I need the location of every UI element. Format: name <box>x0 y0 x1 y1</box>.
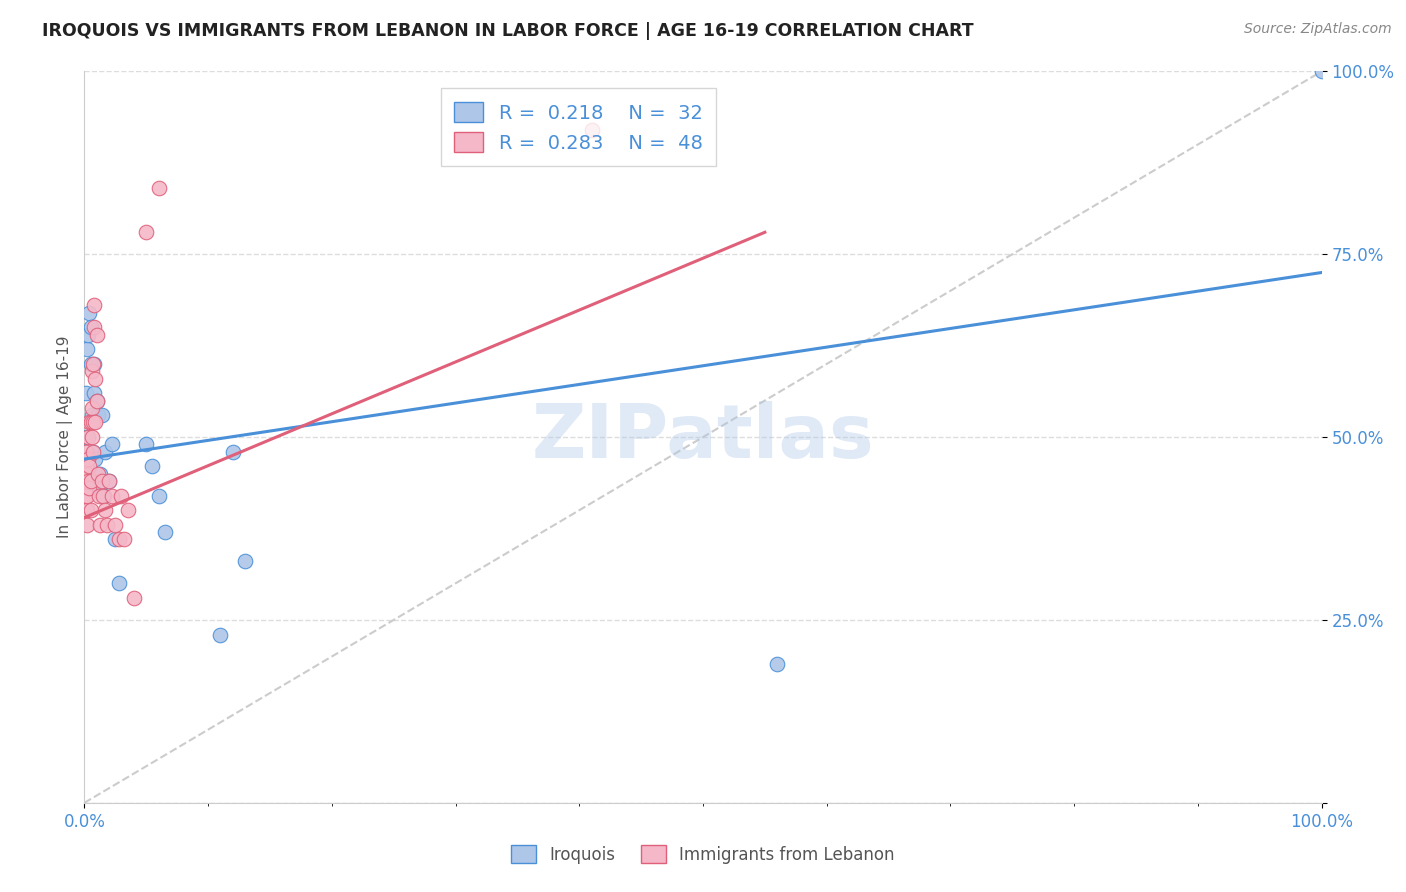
Point <box>153 525 176 540</box>
Point <box>80 430 103 444</box>
Point <box>76 517 98 532</box>
Point <box>110 489 132 503</box>
Point <box>135 437 157 451</box>
Point <box>141 459 163 474</box>
Point <box>75 444 97 458</box>
Point <box>84 371 107 385</box>
Point <box>75 489 97 503</box>
Point <box>581 123 603 137</box>
Point <box>104 533 127 547</box>
Text: ZIPatlas: ZIPatlas <box>531 401 875 474</box>
Point <box>79 503 101 517</box>
Point <box>100 437 122 451</box>
Point <box>98 474 121 488</box>
Point <box>82 444 104 458</box>
Point <box>79 481 101 495</box>
Point <box>76 503 98 517</box>
Point <box>108 533 131 547</box>
Point <box>86 393 108 408</box>
Point <box>108 576 131 591</box>
Point <box>91 489 114 503</box>
Point <box>122 591 145 605</box>
Point <box>82 357 104 371</box>
Point <box>83 386 105 401</box>
Point <box>100 489 122 503</box>
Point <box>209 627 232 641</box>
Point <box>86 393 108 408</box>
Point <box>79 474 101 488</box>
Legend: Iroquois, Immigrants from Lebanon: Iroquois, Immigrants from Lebanon <box>505 838 901 871</box>
Point <box>75 503 97 517</box>
Point <box>112 533 135 547</box>
Point <box>84 416 107 430</box>
Point <box>148 181 170 195</box>
Point <box>77 430 100 444</box>
Point <box>75 459 97 474</box>
Point <box>82 444 104 458</box>
Point <box>233 554 256 568</box>
Point <box>79 320 101 334</box>
Point <box>80 408 103 422</box>
Point <box>87 467 110 481</box>
Point <box>89 481 111 495</box>
Point <box>94 503 117 517</box>
Point <box>148 489 170 503</box>
Point <box>96 517 118 532</box>
Point <box>76 343 98 357</box>
Point <box>766 657 789 671</box>
Point <box>1310 64 1333 78</box>
Point <box>83 357 105 371</box>
Point <box>77 474 100 488</box>
Point <box>135 225 157 239</box>
Point <box>117 503 139 517</box>
Point <box>222 444 245 458</box>
Point <box>94 444 117 458</box>
Point <box>80 364 103 378</box>
Point <box>79 416 101 430</box>
Point <box>84 452 107 467</box>
Point <box>77 327 100 342</box>
Point <box>79 306 101 320</box>
Point <box>79 416 101 430</box>
Point <box>86 327 108 342</box>
Point <box>75 430 97 444</box>
Text: IROQUOIS VS IMMIGRANTS FROM LEBANON IN LABOR FORCE | AGE 16-19 CORRELATION CHART: IROQUOIS VS IMMIGRANTS FROM LEBANON IN L… <box>42 22 974 40</box>
Point <box>83 298 105 312</box>
Point <box>83 320 105 334</box>
Point <box>104 517 127 532</box>
Y-axis label: In Labor Force | Age 16-19: In Labor Force | Age 16-19 <box>58 335 73 539</box>
Point <box>89 467 111 481</box>
Text: Source: ZipAtlas.com: Source: ZipAtlas.com <box>1244 22 1392 37</box>
Legend: R =  0.218    N =  32, R =  0.283    N =  48: R = 0.218 N = 32, R = 0.283 N = 48 <box>440 88 716 167</box>
Point <box>80 401 103 415</box>
Point <box>82 416 104 430</box>
Point <box>90 408 112 422</box>
Point <box>76 467 98 481</box>
Point <box>87 408 110 422</box>
Point <box>79 357 101 371</box>
Point <box>90 474 112 488</box>
Point <box>75 474 97 488</box>
Point <box>89 489 111 503</box>
Point <box>79 459 101 474</box>
Point <box>75 386 97 401</box>
Point <box>77 452 100 467</box>
Point <box>98 474 121 488</box>
Point <box>89 517 111 532</box>
Point <box>93 489 115 503</box>
Point <box>76 489 98 503</box>
